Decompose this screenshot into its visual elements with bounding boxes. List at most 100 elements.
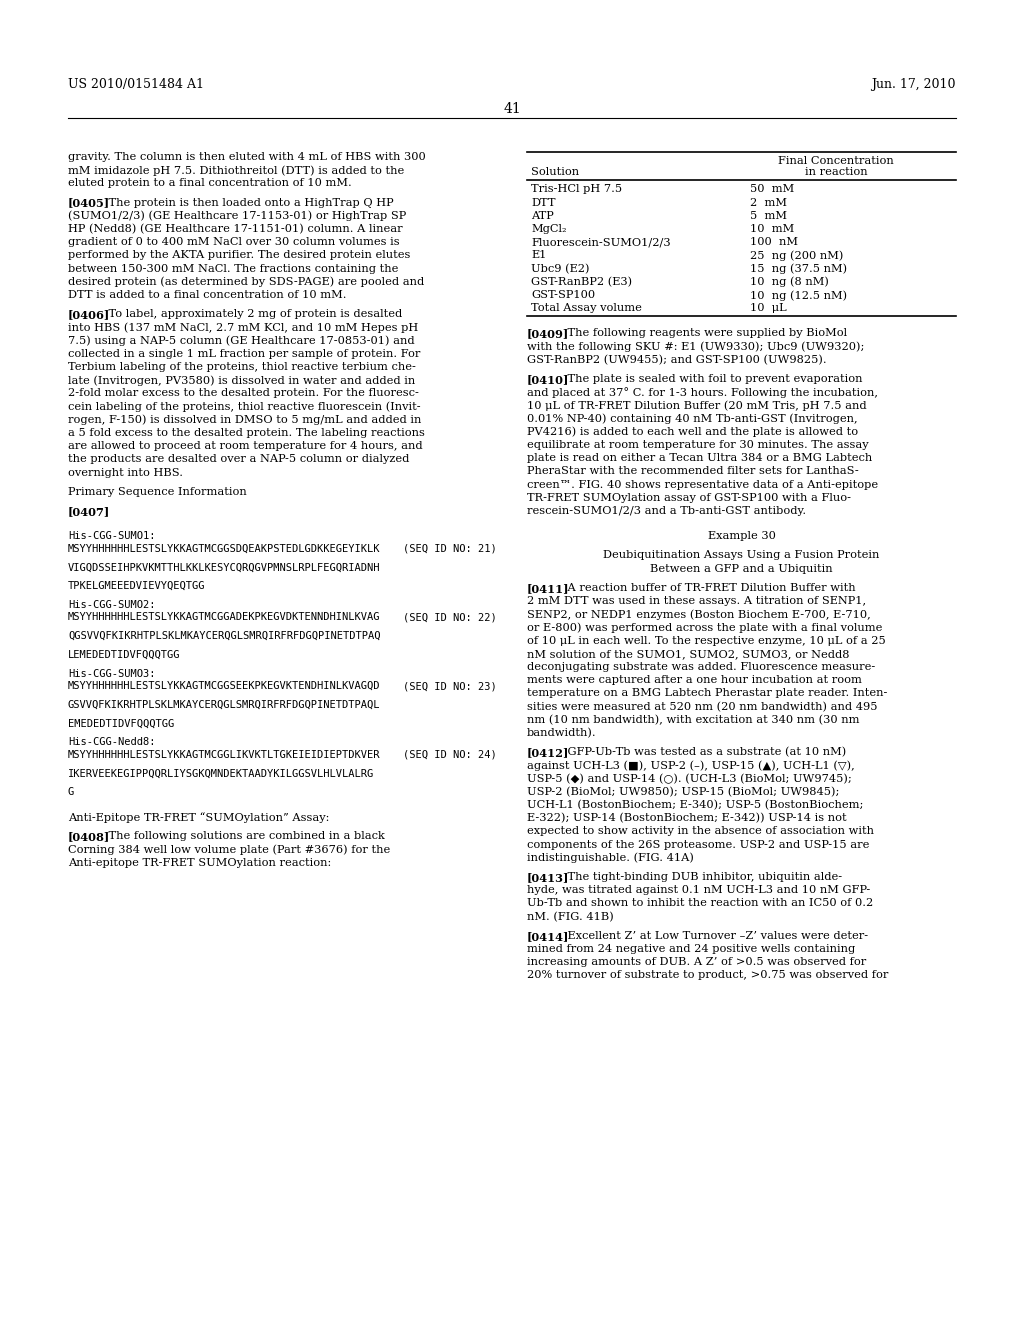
Text: Solution: Solution — [531, 168, 580, 177]
Text: (SEQ ID NO: 21): (SEQ ID NO: 21) — [403, 544, 497, 553]
Text: E1: E1 — [531, 251, 547, 260]
Text: are allowed to proceed at room temperature for 4 hours, and: are allowed to proceed at room temperatu… — [68, 441, 423, 451]
Text: USP-2 (BioMol; UW9850); USP-15 (BioMol; UW9845);: USP-2 (BioMol; UW9850); USP-15 (BioMol; … — [527, 787, 840, 797]
Text: overnight into HBS.: overnight into HBS. — [68, 467, 183, 478]
Text: with the following SKU #: E1 (UW9330); Ubc9 (UW9320);: with the following SKU #: E1 (UW9330); U… — [527, 342, 864, 352]
Text: [0407]: [0407] — [68, 506, 111, 517]
Text: 10  ng (8 nM): 10 ng (8 nM) — [750, 277, 829, 288]
Text: [0413]: [0413] — [527, 873, 569, 883]
Text: 5  mM: 5 mM — [750, 211, 787, 220]
Text: temperature on a BMG Labtech Pherastar plate reader. Inten-: temperature on a BMG Labtech Pherastar p… — [527, 689, 888, 698]
Text: 50  mM: 50 mM — [750, 185, 795, 194]
Text: indistinguishable. (FIG. 41A): indistinguishable. (FIG. 41A) — [527, 853, 694, 863]
Text: [0411]: [0411] — [527, 583, 569, 594]
Text: E-322); USP-14 (BostonBiochem; E-342)) USP-14 is not: E-322); USP-14 (BostonBiochem; E-342)) U… — [527, 813, 847, 824]
Text: Ub-Tb and shown to inhibit the reaction with an IC50 of 0.2: Ub-Tb and shown to inhibit the reaction … — [527, 899, 873, 908]
Text: His-CGG-Nedd8:: His-CGG-Nedd8: — [68, 738, 156, 747]
Text: G: G — [68, 788, 75, 797]
Text: MgCl₂: MgCl₂ — [531, 224, 566, 234]
Text: 7.5) using a NAP-5 column (GE Healthcare 17-0853-01) and: 7.5) using a NAP-5 column (GE Healthcare… — [68, 335, 415, 346]
Text: HP (Nedd8) (GE Healthcare 17-1151-01) column. A linear: HP (Nedd8) (GE Healthcare 17-1151-01) co… — [68, 224, 402, 235]
Text: GST-SP100: GST-SP100 — [531, 290, 595, 300]
Text: 2  mM: 2 mM — [750, 198, 787, 207]
Text: Deubiquitination Assays Using a Fusion Protein: Deubiquitination Assays Using a Fusion P… — [603, 550, 880, 561]
Text: 10  μL: 10 μL — [750, 304, 786, 313]
Text: Excellent Z’ at Low Turnover –Z’ values were deter-: Excellent Z’ at Low Turnover –Z’ values … — [553, 931, 867, 941]
Text: 10 μL of TR-FRET Dilution Buffer (20 mM Tris, pH 7.5 and: 10 μL of TR-FRET Dilution Buffer (20 mM … — [527, 400, 866, 411]
Text: deconjugating substrate was added. Fluorescence measure-: deconjugating substrate was added. Fluor… — [527, 663, 876, 672]
Text: Corning 384 well low volume plate (Part #3676) for the: Corning 384 well low volume plate (Part … — [68, 845, 390, 855]
Text: sities were measured at 520 nm (20 nm bandwidth) and 495: sities were measured at 520 nm (20 nm ba… — [527, 702, 878, 711]
Text: Total Assay volume: Total Assay volume — [531, 304, 642, 313]
Text: Example 30: Example 30 — [708, 531, 775, 541]
Text: 0.01% NP-40) containing 40 nM Tb-anti-GST (Invitrogen,: 0.01% NP-40) containing 40 nM Tb-anti-GS… — [527, 413, 858, 424]
Text: To label, approximately 2 mg of protein is desalted: To label, approximately 2 mg of protein … — [93, 309, 401, 319]
Text: The plate is sealed with foil to prevent evaporation: The plate is sealed with foil to prevent… — [553, 374, 862, 384]
Text: GST-RanBP2 (E3): GST-RanBP2 (E3) — [531, 277, 632, 288]
Text: QGSVVQFKIKRHTPLSKLMKAYCERQGLSMRQIRFRFDGQPINETDTPAQ: QGSVVQFKIKRHTPLSKLMKAYCERQGLSMRQIRFRFDGQ… — [68, 631, 381, 642]
Text: DTT: DTT — [531, 198, 555, 207]
Text: a 5 fold excess to the desalted protein. The labeling reactions: a 5 fold excess to the desalted protein.… — [68, 428, 425, 438]
Text: The tight-binding DUB inhibitor, ubiquitin alde-: The tight-binding DUB inhibitor, ubiquit… — [553, 873, 842, 882]
Text: His-CGG-SUMO1:: His-CGG-SUMO1: — [68, 531, 156, 541]
Text: MSYYHHHHHHLESTSLYKKAGTMCGGADEKPKEGVDKTENNDHINLKVAG: MSYYHHHHHHLESTSLYKKAGTMCGGADEKPKEGVDKTEN… — [68, 612, 381, 623]
Text: (SEQ ID NO: 24): (SEQ ID NO: 24) — [403, 750, 497, 760]
Text: SENP2, or NEDP1 enzymes (Boston Biochem E-700, E-710,: SENP2, or NEDP1 enzymes (Boston Biochem … — [527, 610, 870, 620]
Text: 10  mM: 10 mM — [750, 224, 795, 234]
Text: eluted protein to a final concentration of 10 mM.: eluted protein to a final concentration … — [68, 178, 352, 189]
Text: rogen, F-150) is dissolved in DMSO to 5 mg/mL and added in: rogen, F-150) is dissolved in DMSO to 5 … — [68, 414, 421, 425]
Text: DTT is added to a final concentration of 10 mM.: DTT is added to a final concentration of… — [68, 290, 346, 300]
Text: MSYYHHHHHHLESTSLYKKAGTMCGGSEEKPKEGVKTENDHINLKVAGQD: MSYYHHHHHHLESTSLYKKAGTMCGGSEEKPKEGVKTEND… — [68, 681, 381, 692]
Text: VIGQDSSEIHPKVKMTTHLKKLKESYCQRQGVPMNSLRPLFEGQRIADNH: VIGQDSSEIHPKVKMTTHLKKLKESYCQRQGVPMNSLRPL… — [68, 562, 381, 573]
Text: PheraStar with the recommended filter sets for LanthaS-: PheraStar with the recommended filter se… — [527, 466, 859, 477]
Text: mM imidazole pH 7.5. Dithiothreitol (DTT) is added to the: mM imidazole pH 7.5. Dithiothreitol (DTT… — [68, 165, 404, 176]
Text: [0408]: [0408] — [68, 832, 111, 842]
Text: increasing amounts of DUB. A Z’ of >0.5 was observed for: increasing amounts of DUB. A Z’ of >0.5 … — [527, 957, 866, 968]
Text: PV4216) is added to each well and the plate is allowed to: PV4216) is added to each well and the pl… — [527, 426, 858, 437]
Text: [0414]: [0414] — [527, 931, 569, 942]
Text: Between a GFP and a Ubiquitin: Between a GFP and a Ubiquitin — [650, 564, 833, 574]
Text: [0412]: [0412] — [527, 747, 569, 758]
Text: (SEQ ID NO: 22): (SEQ ID NO: 22) — [403, 612, 497, 623]
Text: desired protein (as determined by SDS-PAGE) are pooled and: desired protein (as determined by SDS-PA… — [68, 277, 424, 288]
Text: the products are desalted over a NAP-5 column or dialyzed: the products are desalted over a NAP-5 c… — [68, 454, 410, 465]
Text: into HBS (137 mM NaCl, 2.7 mM KCl, and 10 mM Hepes pH: into HBS (137 mM NaCl, 2.7 mM KCl, and 1… — [68, 322, 418, 333]
Text: late (Invitrogen, PV3580) is dissolved in water and added in: late (Invitrogen, PV3580) is dissolved i… — [68, 375, 416, 385]
Text: 41: 41 — [503, 102, 521, 116]
Text: [0410]: [0410] — [527, 374, 569, 385]
Text: (SUMO1/2/3) (GE Healthcare 17-1153-01) or HighTrap SP: (SUMO1/2/3) (GE Healthcare 17-1153-01) o… — [68, 211, 407, 222]
Text: Fluorescein-SUMO1/2/3: Fluorescein-SUMO1/2/3 — [531, 238, 671, 247]
Text: ATP: ATP — [531, 211, 554, 220]
Text: 2-fold molar excess to the desalted protein. For the fluoresc-: 2-fold molar excess to the desalted prot… — [68, 388, 419, 399]
Text: of 10 μL in each well. To the respective enzyme, 10 μL of a 25: of 10 μL in each well. To the respective… — [527, 636, 886, 645]
Text: US 2010/0151484 A1: US 2010/0151484 A1 — [68, 78, 204, 91]
Text: nM. (FIG. 41B): nM. (FIG. 41B) — [527, 912, 613, 921]
Text: EMEDEDTIDVFQQQTGG: EMEDEDTIDVFQQQTGG — [68, 718, 174, 729]
Text: [0406]: [0406] — [68, 309, 111, 321]
Text: ments were captured after a one hour incubation at room: ments were captured after a one hour inc… — [527, 676, 862, 685]
Text: expected to show activity in the absence of association with: expected to show activity in the absence… — [527, 826, 874, 837]
Text: nm (10 nm bandwidth), with excitation at 340 nm (30 nm: nm (10 nm bandwidth), with excitation at… — [527, 715, 859, 725]
Text: The following reagents were supplied by BioMol: The following reagents were supplied by … — [553, 329, 847, 338]
Text: gravity. The column is then eluted with 4 mL of HBS with 300: gravity. The column is then eluted with … — [68, 152, 426, 162]
Text: LEMEDEDTIDVFQQQTGG: LEMEDEDTIDVFQQQTGG — [68, 649, 180, 660]
Text: components of the 26S proteasome. USP-2 and USP-15 are: components of the 26S proteasome. USP-2 … — [527, 840, 869, 850]
Text: 25  ng (200 nM): 25 ng (200 nM) — [750, 251, 844, 261]
Text: and placed at 37° C. for 1-3 hours. Following the incubation,: and placed at 37° C. for 1-3 hours. Foll… — [527, 387, 878, 399]
Text: between 150-300 mM NaCl. The fractions containing the: between 150-300 mM NaCl. The fractions c… — [68, 264, 398, 273]
Text: Anti-epitope TR-FRET SUMOylation reaction:: Anti-epitope TR-FRET SUMOylation reactio… — [68, 858, 331, 867]
Text: performed by the AKTA purifier. The desired protein elutes: performed by the AKTA purifier. The desi… — [68, 251, 411, 260]
Text: Tris-HCl pH 7.5: Tris-HCl pH 7.5 — [531, 185, 623, 194]
Text: creen™. FIG. 40 shows representative data of a Anti-epitope: creen™. FIG. 40 shows representative dat… — [527, 479, 879, 490]
Text: gradient of 0 to 400 mM NaCl over 30 column volumes is: gradient of 0 to 400 mM NaCl over 30 col… — [68, 238, 399, 247]
Text: Anti-Epitope TR-FRET “SUMOylation” Assay:: Anti-Epitope TR-FRET “SUMOylation” Assay… — [68, 812, 330, 822]
Text: rescein-SUMO1/2/3 and a Tb-anti-GST antibody.: rescein-SUMO1/2/3 and a Tb-anti-GST anti… — [527, 506, 806, 516]
Text: MSYYHHHHHHLESTSLYKKAGTMCGGSDQEAKPSTEDLGDKKEGEYIKLK: MSYYHHHHHHLESTSLYKKAGTMCGGSDQEAKPSTEDLGD… — [68, 544, 381, 553]
Text: 15  ng (37.5 nM): 15 ng (37.5 nM) — [750, 264, 847, 275]
Text: MSYYHHHHHHLESTSLYKKAGTMCGGLIKVKTLTGKEIEIDIEPTDKVER: MSYYHHHHHHLESTSLYKKAGTMCGGLIKVKTLTGKEIEI… — [68, 750, 381, 760]
Text: A reaction buffer of TR-FRET Dilution Buffer with: A reaction buffer of TR-FRET Dilution Bu… — [553, 583, 855, 593]
Text: collected in a single 1 mL fraction per sample of protein. For: collected in a single 1 mL fraction per … — [68, 348, 421, 359]
Text: 2 mM DTT was used in these assays. A titration of SENP1,: 2 mM DTT was used in these assays. A tit… — [527, 597, 866, 606]
Text: His-CGG-SUMO2:: His-CGG-SUMO2: — [68, 601, 156, 610]
Text: 10  ng (12.5 nM): 10 ng (12.5 nM) — [750, 290, 847, 301]
